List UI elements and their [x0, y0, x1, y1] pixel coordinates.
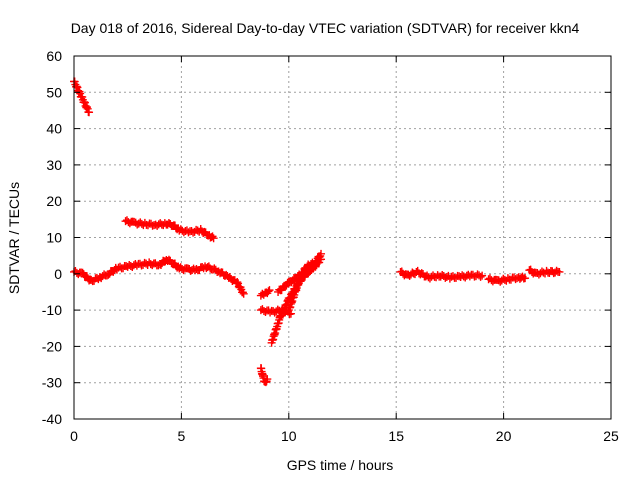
- series-seg-rise-c: [284, 258, 321, 315]
- data-point: [287, 278, 296, 287]
- y-tick-labels: -40 -30 -20 -10 0 10 20 30 40 50 60: [42, 48, 62, 427]
- data-point: [209, 234, 218, 243]
- x-tick-label: 20: [496, 428, 512, 444]
- y-tick-label: 50: [46, 84, 62, 100]
- y-tick-label: 40: [46, 121, 62, 137]
- y-tick-label: -20: [42, 338, 62, 354]
- series-seg-right-c: [525, 265, 564, 279]
- data-point: [238, 288, 247, 297]
- data-point: [263, 375, 272, 384]
- x-axis-label: GPS time / hours: [287, 457, 394, 473]
- x-tick-labels: 0 5 10 15 20 25: [70, 428, 619, 444]
- x-tick-label: 10: [281, 428, 297, 444]
- y-tick-label: -40: [42, 411, 62, 427]
- series-seg-right-a: [396, 266, 487, 283]
- x-tick-label: 15: [388, 428, 404, 444]
- x-tick-label: 5: [178, 428, 186, 444]
- data-point: [208, 232, 217, 241]
- y-tick-label: 10: [46, 230, 62, 246]
- data-point: [311, 260, 320, 269]
- data-point: [298, 269, 307, 278]
- series-seg-right-b: [484, 272, 530, 286]
- series-seg-steep-top: [70, 77, 94, 117]
- y-tick-label: -10: [42, 302, 62, 318]
- series-seg-upper-band: [121, 216, 218, 243]
- y-axis-label: SDTVAR / TECUs: [6, 182, 22, 294]
- axis-ticks: [73, 55, 612, 420]
- series-seg-mid-left: [256, 286, 274, 300]
- y-tick-label: 30: [46, 157, 62, 173]
- data-point: [233, 278, 242, 287]
- y-tick-label: 60: [46, 48, 62, 64]
- y-tick-label: -30: [42, 375, 62, 391]
- x-tick-label: 25: [603, 428, 619, 444]
- x-tick-label: 0: [70, 428, 78, 444]
- data-point: [476, 272, 485, 281]
- grid-lines: [74, 56, 611, 419]
- data-point: [317, 255, 326, 264]
- data-point: [478, 271, 487, 280]
- data-point: [521, 274, 530, 283]
- series-seg-lower-band-b: [175, 262, 248, 298]
- chart-title: Day 018 of 2016, Sidereal Day-to-day VTE…: [71, 20, 580, 36]
- data-point: [312, 258, 321, 267]
- data-point: [555, 267, 564, 276]
- data-point: [85, 108, 94, 117]
- y-tick-label: 0: [54, 266, 62, 282]
- data-point: [264, 287, 273, 296]
- data-point: [239, 289, 248, 298]
- series-seg-low-spot: [256, 364, 272, 387]
- y-tick-label: 20: [46, 193, 62, 209]
- data-point: [78, 268, 87, 277]
- data-point: [265, 286, 274, 295]
